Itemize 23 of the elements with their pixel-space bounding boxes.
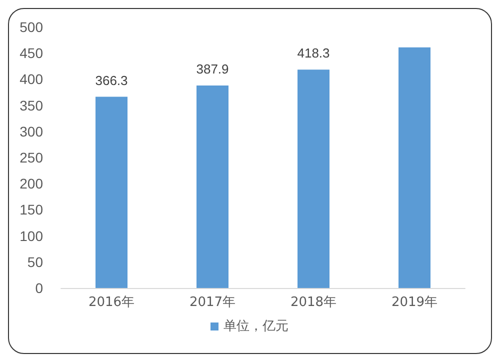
- y-tick-label: 450: [20, 45, 44, 62]
- bar: [398, 47, 430, 288]
- data-label: 387.9: [196, 62, 229, 77]
- y-tick-label: 350: [20, 97, 44, 114]
- bar: [298, 70, 330, 288]
- y-tick-label: 100: [20, 228, 44, 244]
- y-tick-label: 0: [35, 280, 44, 296]
- data-label: 366.3: [95, 72, 128, 88]
- y-tick-label: 300: [20, 123, 44, 140]
- bar: [196, 86, 228, 288]
- bar: [96, 96, 128, 288]
- y-tick-label: 200: [20, 176, 44, 192]
- x-tick-label: 2018年: [290, 295, 337, 310]
- x-tick-label: 2016年: [88, 295, 135, 310]
- legend-label: 单位，亿元: [224, 319, 288, 334]
- data-label: 418.3: [297, 46, 330, 61]
- y-tick-label: 250: [20, 150, 44, 166]
- x-tick-label: 2017年: [189, 295, 236, 310]
- y-tick-label: 50: [27, 254, 44, 270]
- y-tick-label: 150: [20, 202, 44, 218]
- x-tick-label: 2019年: [391, 295, 438, 310]
- y-tick-label: 400: [20, 71, 44, 88]
- y-tick-label: 500: [20, 19, 44, 35]
